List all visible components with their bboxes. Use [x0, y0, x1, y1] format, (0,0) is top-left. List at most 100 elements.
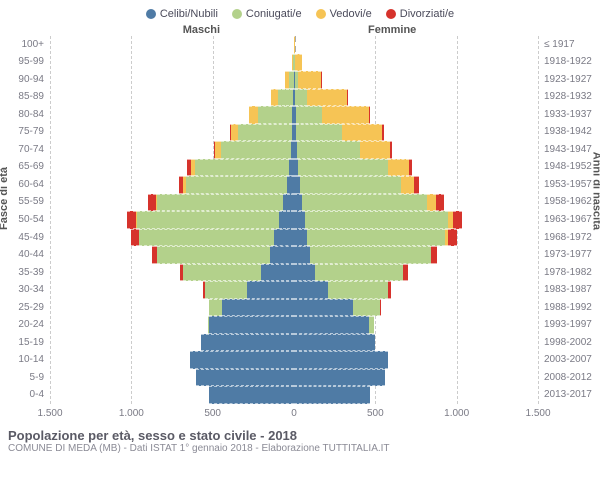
- legend-label: Vedovi/e: [330, 8, 372, 20]
- female-half: [294, 194, 538, 212]
- female-half: [294, 229, 538, 247]
- legend-item: Divorziati/e: [386, 8, 454, 20]
- female-half: [294, 176, 538, 194]
- female-half: [294, 334, 538, 352]
- x-tick-label: 1.500: [525, 408, 550, 419]
- birth-label: 1943-1947: [540, 145, 600, 155]
- birth-label: 1998-2002: [540, 338, 600, 348]
- bar-segment: [196, 369, 294, 387]
- birth-label: 1993-1997: [540, 320, 600, 330]
- pyramid-row: [50, 106, 538, 124]
- female-half: [294, 386, 538, 404]
- bar-segment: [247, 281, 294, 299]
- bar-segment: [294, 229, 307, 247]
- x-axis: 1.5001.00050005001.0001.500: [50, 406, 538, 424]
- age-label: 75-79: [0, 127, 48, 137]
- female-half: [294, 211, 538, 229]
- male-half: [50, 211, 294, 229]
- bar-segment: [294, 36, 295, 54]
- pyramid-row: [50, 246, 538, 264]
- female-half: [294, 369, 538, 387]
- bar-segment: [190, 351, 294, 369]
- birth-label: 2008-2012: [540, 373, 600, 383]
- pyramid-row: [50, 159, 538, 177]
- pyramid-row: [50, 211, 538, 229]
- bar-segment: [369, 106, 370, 124]
- bar-segment: [137, 211, 279, 229]
- bar-segment: [294, 264, 315, 282]
- birth-label: 1963-1967: [540, 215, 600, 225]
- pyramid-row: [50, 299, 538, 317]
- bar-segment: [353, 299, 381, 317]
- bar-segment: [298, 159, 387, 177]
- bar-segment: [186, 176, 287, 194]
- age-label: 60-64: [0, 180, 48, 190]
- male-half: [50, 386, 294, 404]
- plot-area: [50, 36, 538, 404]
- age-label: 35-39: [0, 268, 48, 278]
- x-tick-label: 500: [367, 408, 384, 419]
- bar-segment: [307, 89, 348, 107]
- pyramid-row: [50, 71, 538, 89]
- bar-segment: [261, 264, 294, 282]
- birth-label: 1973-1977: [540, 250, 600, 260]
- bar-segment: [310, 246, 430, 264]
- bar-segment: [258, 106, 292, 124]
- pyramid-row: [50, 124, 538, 142]
- bar-segment: [294, 369, 385, 387]
- bar-segment: [238, 124, 292, 142]
- male-half: [50, 36, 294, 54]
- bar-segment: [221, 141, 291, 159]
- male-half: [50, 159, 294, 177]
- male-half: [50, 176, 294, 194]
- female-half: [294, 106, 538, 124]
- birth-label: 1938-1942: [540, 127, 600, 137]
- bar-segment: [278, 89, 293, 107]
- bar-segment: [294, 316, 369, 334]
- bar-segment: [205, 281, 247, 299]
- bar-segment: [427, 194, 436, 212]
- birth-label: 1958-1962: [540, 197, 600, 207]
- legend-label: Coniugati/e: [246, 8, 302, 20]
- bar-segment: [315, 264, 403, 282]
- age-label: 10-14: [0, 355, 48, 365]
- bar-segment: [388, 281, 390, 299]
- legend-swatch: [386, 9, 396, 19]
- header-male: Maschi: [50, 24, 260, 36]
- bar-segment: [436, 194, 443, 212]
- age-label: 25-29: [0, 303, 48, 313]
- bar-segment: [270, 246, 294, 264]
- bar-segment: [249, 106, 258, 124]
- bar-segment: [295, 89, 306, 107]
- gender-headers: Maschi Femmine: [0, 24, 600, 36]
- bar-segment: [279, 211, 294, 229]
- bar-segment: [298, 71, 321, 89]
- male-half: [50, 369, 294, 387]
- bar-segment: [342, 124, 383, 142]
- bar-segment: [157, 246, 269, 264]
- birth-label: 2013-2017: [540, 390, 600, 400]
- pyramid-row: [50, 194, 538, 212]
- legend-swatch: [316, 9, 326, 19]
- age-label: 50-54: [0, 215, 48, 225]
- bar-segment: [222, 299, 294, 317]
- male-half: [50, 264, 294, 282]
- male-half: [50, 351, 294, 369]
- legend-label: Divorziati/e: [400, 8, 454, 20]
- pyramid-row: [50, 36, 538, 54]
- bar-segment: [157, 194, 282, 212]
- bar-segment: [382, 124, 383, 142]
- pyramid-row: [50, 369, 538, 387]
- female-half: [294, 89, 538, 107]
- age-label: 0-4: [0, 390, 48, 400]
- x-tick-label: 1.000: [119, 408, 144, 419]
- bar-segment: [360, 141, 389, 159]
- bar-segment: [209, 299, 222, 317]
- bar-segment: [294, 194, 302, 212]
- bar-segment: [294, 211, 305, 229]
- male-half: [50, 316, 294, 334]
- pyramid-row: [50, 334, 538, 352]
- female-half: [294, 159, 538, 177]
- female-half: [294, 351, 538, 369]
- chart-subtitle: COMUNE DI MEDA (MB) - Dati ISTAT 1° genn…: [8, 443, 592, 454]
